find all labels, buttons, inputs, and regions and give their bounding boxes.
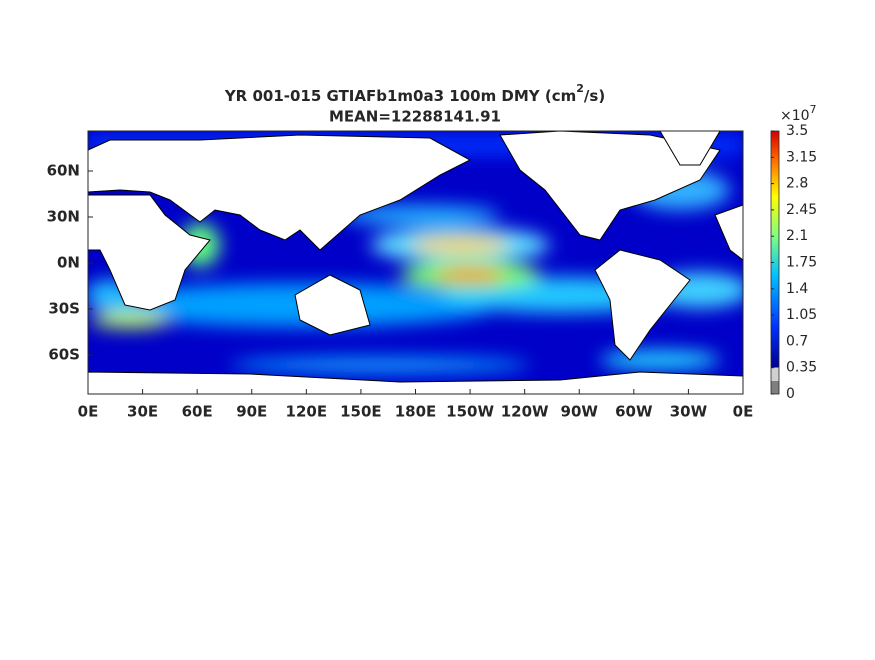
colorbar-multiplier: ×107 [780,103,817,124]
x-tick-label: 120E [286,403,328,421]
x-tick-label: 60E [182,403,213,421]
x-tick-label: 150E [340,403,382,421]
x-tick-label: 30E [127,403,158,421]
title-line-1: YR 001-015 GTIAFb1m0a3 100m DMY (cm2/s) [224,82,605,105]
x-tick-labels: 0E 30E 60E 90E 120E 150E 180E 150W 120W 90W 60W 30W… [78,389,754,421]
y-tick-labels: 60N 30N 0N 30S 60S [47,162,93,364]
x-tick-label: 0E [78,403,99,421]
colorbar-tick-label: 3.15 [786,149,817,165]
y-tick-label: 0N [57,254,80,272]
colorbar-tick-label: 1.75 [786,255,817,271]
colorbar-tick-label: 1.4 [786,281,808,297]
x-tick-label: 150W [446,403,494,421]
colorbar-tick-label: 0.35 [786,360,817,376]
y-tick-label: 60S [48,346,80,364]
colorbar-ticks: 0 0.35 0.7 1.05 1.4 1.75 2.1 2.45 2.8 3.15 3.5 [771,123,817,402]
colorbar-tick-label: 1.05 [786,307,817,323]
x-tick-label: 90E [236,403,267,421]
y-tick-label: 30N [47,208,80,226]
x-tick-label: 90W [561,403,599,421]
x-tick-label: 120W [501,403,549,421]
colorbar-tick-label: 0 [786,386,795,402]
title-line-2: MEAN=12288141.91 [329,108,501,126]
y-tick-label: 30S [48,300,80,318]
land [88,131,743,394]
colorbar: ×107 0 0.35 0.7 1.05 1.4 1.75 2.1 2.45 2.8 3.15 3.… [770,103,817,402]
x-tick-label: 30W [670,403,708,421]
colorbar-tick-label: 2.1 [786,228,808,244]
colorbar-tick-label: 3.5 [786,123,808,139]
x-tick-label: 180E [395,403,437,421]
colorbar-tick-label: 2.45 [786,202,817,218]
colorbar-tick-label: 0.7 [786,333,808,349]
map-field [88,131,743,394]
y-tick-label: 60N [47,162,80,180]
x-tick-label: 60W [615,403,653,421]
x-tick-label: 0E [733,403,754,421]
colorbar-tick-label: 2.8 [786,176,808,192]
